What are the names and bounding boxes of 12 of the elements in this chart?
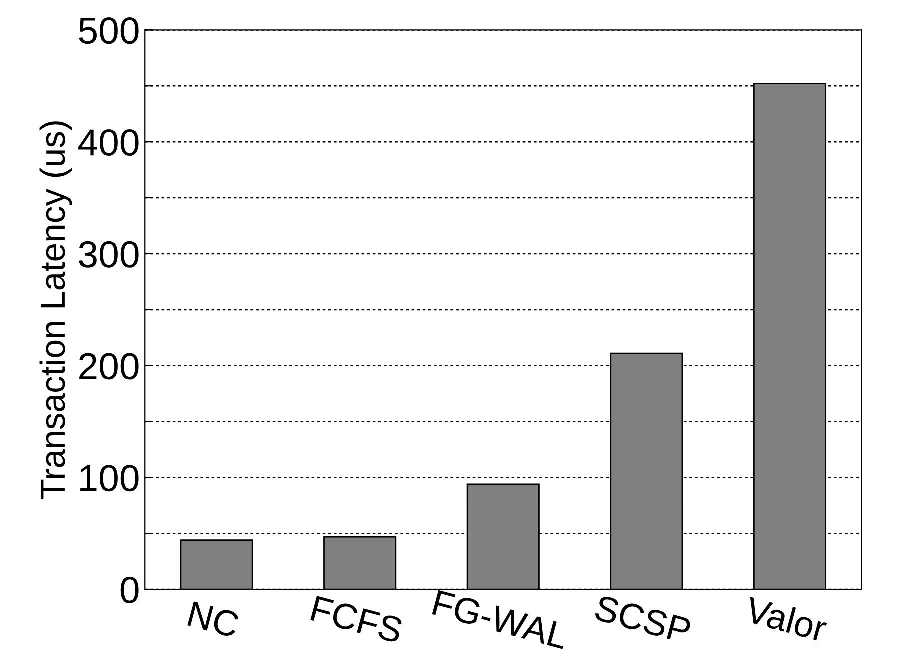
x-tick-label: NC bbox=[188, 601, 240, 638]
y-tick-label: 500 bbox=[79, 18, 139, 44]
y-tick-label: 300 bbox=[79, 241, 139, 268]
y-tick-label: 0 bbox=[120, 577, 139, 604]
x-tick-label: FG-WAL bbox=[432, 590, 570, 650]
y-tick-label: 400 bbox=[78, 129, 139, 156]
y-tick-label: 200 bbox=[80, 353, 139, 380]
y-tick-label: 100 bbox=[80, 465, 139, 492]
x-tick-label: SCSP bbox=[594, 594, 692, 644]
x-tick-label: Valor bbox=[744, 596, 829, 642]
x-tick-label: FCFS bbox=[310, 596, 404, 644]
y-axis-title: Transaction Latency (us) bbox=[40, 122, 72, 500]
